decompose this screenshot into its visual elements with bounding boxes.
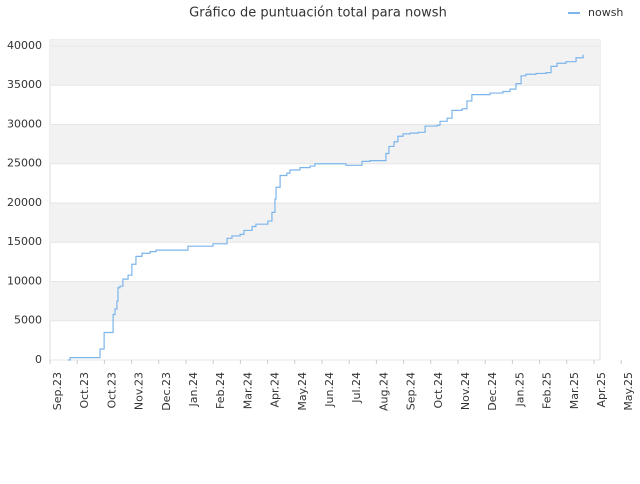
x-tick-label: Oct.23 (105, 372, 118, 409)
y-tick-label: 35000 (7, 78, 42, 91)
x-tick-label: Apr.24 (269, 372, 282, 408)
y-tick-label: 25000 (7, 157, 42, 170)
legend-label: nowsh (588, 6, 623, 19)
x-tick-label: Jan.24 (187, 372, 200, 407)
x-tick-label: Oct.23 (78, 372, 91, 409)
series-line (67, 54, 584, 361)
grid-band (50, 45, 600, 86)
chart-title: Gráfico de puntuación total para nowsh (189, 6, 447, 21)
y-tick-label: 5000 (14, 314, 42, 327)
y-tick-label: 15000 (7, 235, 42, 248)
x-tick-label: May.25 (622, 372, 635, 411)
x-tick-label: Nov.24 (459, 372, 472, 410)
grid-band (50, 281, 600, 321)
y-tick-label: 30000 (7, 117, 42, 130)
grid-band (50, 202, 600, 243)
x-tick-label: Jan.25 (513, 372, 526, 407)
x-tick-label: Sep.24 (405, 372, 418, 410)
x-tick-label: Dec.23 (160, 372, 173, 411)
y-tick-label: 10000 (7, 274, 42, 287)
grid-band (50, 124, 600, 164)
x-tick-label: Mar.24 (241, 372, 254, 409)
x-tick-label: Aug.24 (377, 372, 390, 411)
x-tick-label: Jun.24 (323, 372, 336, 408)
y-tick-label: 40000 (7, 39, 42, 52)
x-tick-label: Feb.25 (541, 372, 554, 409)
y-tick-label: 0 (35, 353, 42, 366)
x-tick-label: Feb.24 (214, 372, 227, 409)
grid-band (50, 40, 600, 46)
x-tick-label: Jul.24 (350, 372, 363, 404)
x-tick-label: Mar.25 (568, 372, 581, 409)
x-tick-label: Nov.23 (133, 372, 146, 410)
x-tick-label: Oct.24 (432, 372, 445, 409)
y-tick-label: 20000 (7, 196, 42, 209)
x-tick-label: Sep.23 (51, 372, 64, 410)
x-tick-label: Dec.24 (486, 372, 499, 411)
x-tick-label: Apr.25 (595, 372, 608, 408)
x-tick-label: May.24 (296, 372, 309, 411)
